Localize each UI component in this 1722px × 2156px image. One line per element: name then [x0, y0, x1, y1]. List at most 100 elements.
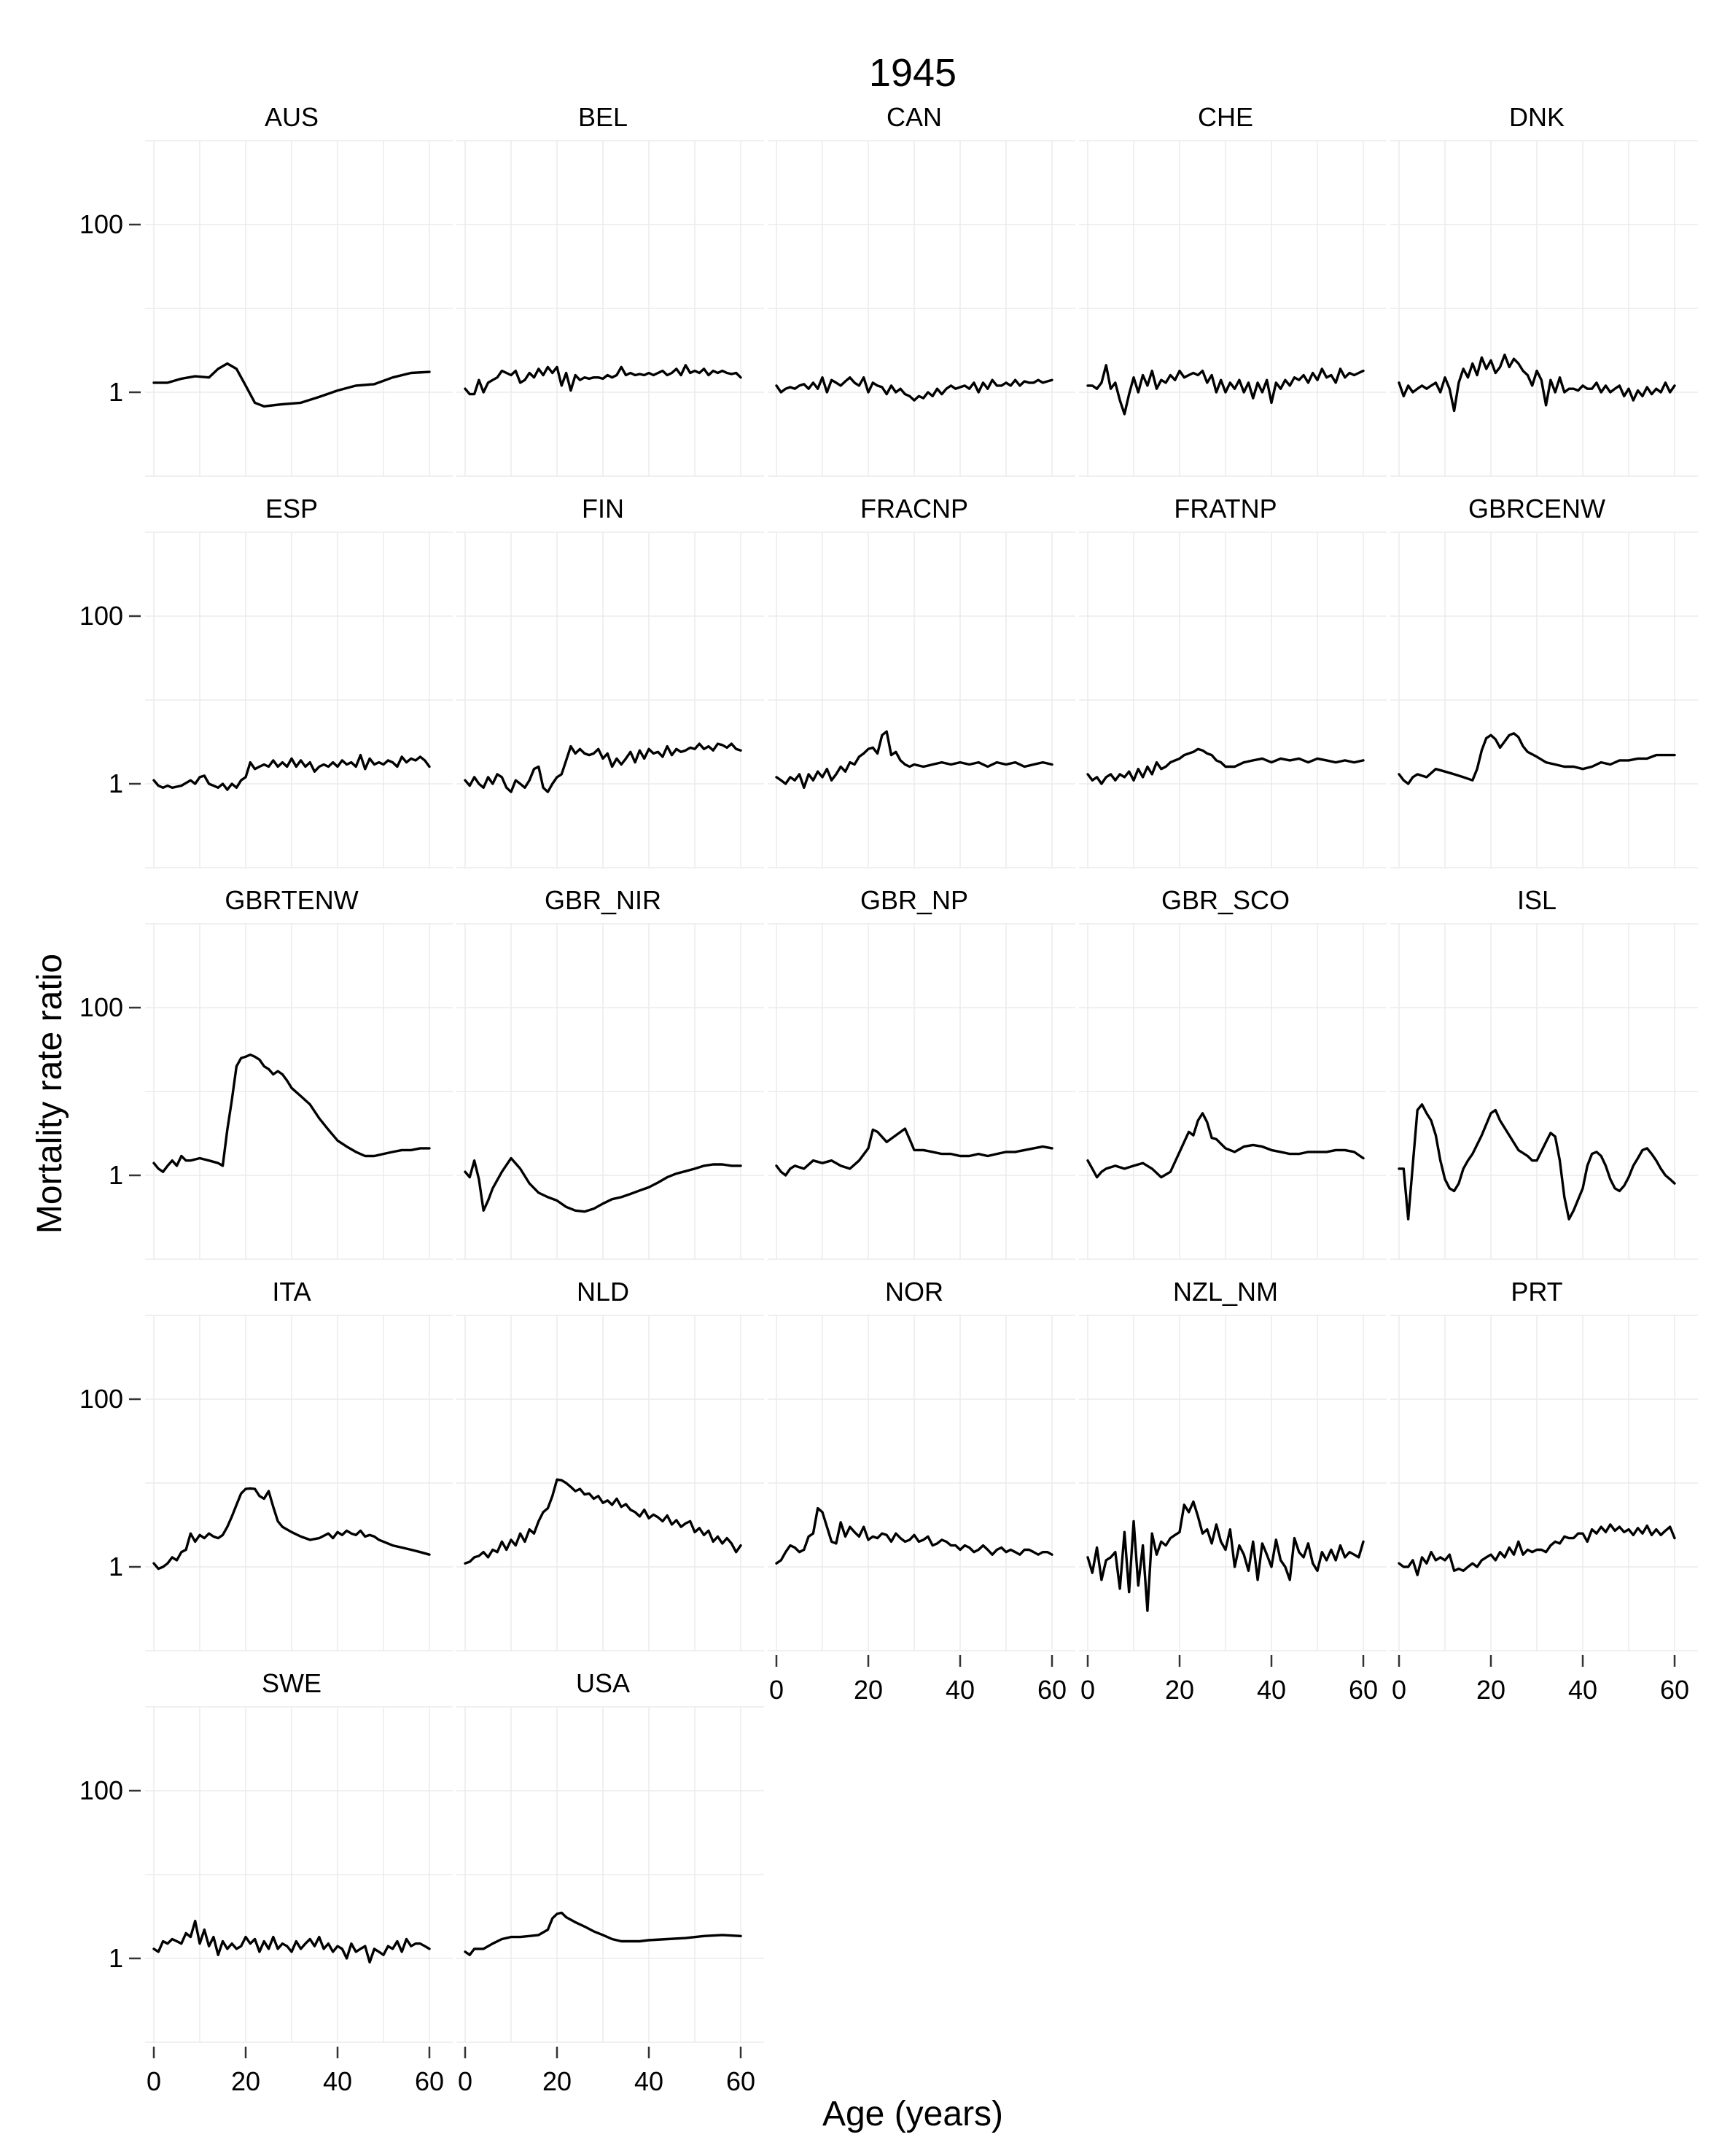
panel-title: SWE — [262, 1668, 322, 1698]
panel-title: CHE — [1198, 102, 1253, 132]
panel-usa: USA 0 20 40 60 — [456, 1668, 764, 2096]
panel-fratnp: FRATNP — [1079, 494, 1387, 868]
series-line-gbrcenw — [1398, 732, 1676, 785]
panel-title: FRATNP — [1174, 494, 1277, 524]
panel-nor: NOR 0 20 40 60 — [768, 1277, 1075, 1705]
x-tick-label: 60 — [1037, 1675, 1067, 1705]
panel-title: GBR_NP — [860, 885, 968, 915]
y-tick-label: 100 — [79, 601, 123, 631]
panel-aus: AUS 1 100 — [79, 102, 453, 477]
series-line-usa — [464, 1911, 742, 1956]
panel-che: CHE — [1079, 102, 1387, 477]
y-tick-label: 1 — [109, 1943, 123, 1973]
y-tick-label: 100 — [79, 992, 123, 1022]
series-line-ita — [152, 1487, 431, 1571]
panel-ita: ITA 1 100 — [79, 1277, 453, 1651]
x-tick-label: 0 — [458, 2066, 472, 2096]
series-line-fratnp — [1086, 747, 1365, 785]
panel-gbrtenw: GBRTENW 1 100 — [79, 885, 453, 1260]
series-line-can — [775, 376, 1053, 402]
panel-title: FRACNP — [860, 494, 968, 524]
x-tick-label: 60 — [1660, 1675, 1689, 1705]
x-tick-label: 0 — [1080, 1675, 1095, 1705]
series-line-nor — [775, 1506, 1053, 1565]
panel-prt: PRT 0 20 40 60 — [1390, 1277, 1698, 1705]
panel-gbrcenw: GBRCENW — [1390, 494, 1698, 868]
y-tick-label: 1 — [109, 377, 123, 407]
panel-fracnp: FRACNP — [768, 494, 1075, 868]
panel-nld: NLD — [456, 1277, 764, 1651]
x-tick-label: 0 — [769, 1675, 784, 1705]
y-tick-label: 1 — [109, 1160, 123, 1190]
series-line-gbr_sco — [1086, 1112, 1365, 1179]
x-tick-label: 20 — [854, 1675, 883, 1705]
panel-esp: ESP 1 100 — [79, 494, 453, 868]
series-line-nld — [464, 1478, 742, 1565]
x-tick-label: 0 — [1392, 1675, 1406, 1705]
panel-title: GBRTENW — [225, 885, 358, 915]
series-line-dnk — [1398, 353, 1676, 413]
x-tick-label: 40 — [634, 2066, 663, 2096]
x-tick-label: 0 — [147, 2066, 161, 2096]
panel-isl: ISL — [1390, 885, 1698, 1260]
x-tick-label: 40 — [946, 1675, 975, 1705]
panel-title: PRT — [1511, 1277, 1562, 1307]
panel-gbr_nir: GBR_NIR — [456, 885, 764, 1260]
y-axis-title: Mortality rate ratio — [31, 954, 69, 1234]
series-line-che — [1086, 364, 1365, 416]
x-tick-label: 60 — [726, 2066, 755, 2096]
panel-title: ITA — [272, 1277, 311, 1307]
x-tick-label: 40 — [323, 2066, 352, 2096]
series-line-nzl_nm — [1086, 1500, 1365, 1612]
y-tick-label: 1 — [109, 768, 123, 798]
panel-gbr_sco: GBR_SCO — [1079, 885, 1387, 1260]
panel-title: NLD — [577, 1277, 629, 1307]
panel-title: ISL — [1517, 885, 1557, 915]
series-line-fin — [464, 742, 742, 793]
x-tick-label: 40 — [1568, 1675, 1597, 1705]
panel-title: FIN — [582, 494, 624, 524]
panel-title: NOR — [885, 1277, 943, 1307]
panel-title: CAN — [887, 102, 942, 132]
y-tick-label: 100 — [79, 209, 123, 239]
x-tick-label: 60 — [1349, 1675, 1378, 1705]
panel-swe: SWE 1 100 0 20 40 60 — [79, 1668, 453, 2096]
panel-fin: FIN — [456, 494, 764, 868]
panel-bel: BEL — [456, 102, 764, 477]
series-line-gbr_np — [775, 1127, 1053, 1177]
panel-title: GBRCENW — [1468, 494, 1605, 524]
x-tick-label: 20 — [542, 2066, 572, 2096]
series-line-fracnp — [775, 730, 1053, 789]
panel-title: GBR_SCO — [1161, 885, 1290, 915]
panel-title: DNK — [1509, 102, 1565, 132]
panel-title: BEL — [578, 102, 628, 132]
panel-title: USA — [576, 1668, 630, 1698]
series-line-aus — [152, 362, 431, 408]
x-tick-label: 20 — [231, 2066, 260, 2096]
panel-dnk: DNK — [1390, 102, 1698, 477]
panel-can: CAN — [768, 102, 1075, 477]
series-line-bel — [464, 364, 742, 396]
x-tick-label: 20 — [1476, 1675, 1505, 1705]
series-line-isl — [1398, 1103, 1676, 1221]
x-axis-title: Age (years) — [822, 2095, 1003, 2133]
panel-nzl_nm: NZL_NM 0 20 40 60 — [1079, 1277, 1387, 1705]
panel-title: NZL_NM — [1173, 1277, 1278, 1307]
chart-title: 1945 — [869, 51, 957, 95]
x-tick-label: 60 — [415, 2066, 444, 2096]
panel-title: GBR_NIR — [545, 885, 661, 915]
y-tick-label: 100 — [79, 1775, 123, 1805]
y-tick-label: 100 — [79, 1384, 123, 1414]
series-line-gbr_nir — [464, 1156, 742, 1213]
panel-title: AUS — [265, 102, 319, 132]
x-tick-label: 40 — [1257, 1675, 1286, 1705]
series-line-esp — [152, 753, 431, 791]
series-line-prt — [1398, 1523, 1676, 1576]
panel-gbr_np: GBR_NP — [768, 885, 1075, 1260]
series-line-swe — [152, 1919, 431, 1964]
y-tick-label: 1 — [109, 1552, 123, 1581]
series-line-gbrtenw — [152, 1053, 431, 1173]
